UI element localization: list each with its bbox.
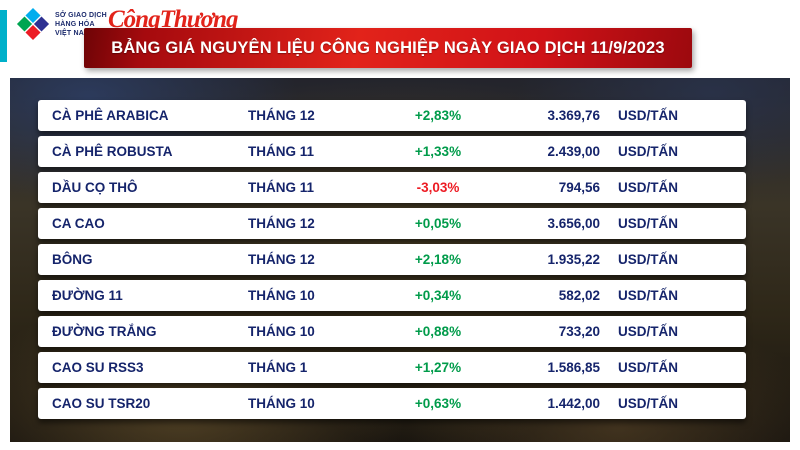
change-percent: +2,83% <box>414 108 462 123</box>
table-row: CAO SU TSR20 THÁNG 10 +0,63% 1.442,00 US… <box>38 388 746 419</box>
table-row: CÀ PHÊ ROBUSTA THÁNG 11 +1,33% 2.439,00 … <box>38 136 746 167</box>
change-percent: +0,05% <box>414 216 462 231</box>
change-percent: +0,88% <box>414 324 462 339</box>
price-value: 1.442,00 <box>547 396 600 411</box>
price-value: 733,20 <box>558 324 600 339</box>
price-value: 794,56 <box>558 180 600 195</box>
change-percent: +0,34% <box>414 288 462 303</box>
commodity-name: CAO SU RSS3 <box>52 360 144 375</box>
price-value: 1.586,85 <box>547 360 600 375</box>
page-title: BẢNG GIÁ NGUYÊN LIỆU CÔNG NGHIỆP NGÀY GI… <box>84 28 692 68</box>
commodity-name: ĐƯỜNG 11 <box>52 288 123 303</box>
price-unit: USD/TẤN <box>618 108 678 123</box>
commodity-name: DẦU CỌ THÔ <box>52 180 138 195</box>
table-row: BÔNG THÁNG 12 +2,18% 1.935,22 USD/TẤN <box>38 244 746 275</box>
edge-accent-bar <box>0 10 7 62</box>
commodity-name: CAO SU TSR20 <box>52 396 151 411</box>
price-unit: USD/TẤN <box>618 144 678 159</box>
mxv-logo-text: SỞ GIAO DỊCH HÀNG HÓA VIỆT NAM <box>55 11 107 38</box>
table-row: ĐƯỜNG TRẮNG THÁNG 10 +0,88% 733,20 USD/T… <box>38 316 746 347</box>
mxv-logo-line2: HÀNG HÓA <box>55 20 95 28</box>
price-table: CÀ PHÊ ARABICA THÁNG 12 +2,83% 3.369,76 … <box>38 100 746 419</box>
commodity-name: ĐƯỜNG TRẮNG <box>52 324 157 339</box>
price-value: 1.935,22 <box>547 252 600 267</box>
contract-month: THÁNG 10 <box>248 324 315 339</box>
change-percent: -3,03% <box>416 180 460 195</box>
commodity-name: CÀ PHÊ ROBUSTA <box>52 144 173 159</box>
contract-month: THÁNG 12 <box>248 252 315 267</box>
contract-month: THÁNG 12 <box>248 108 315 123</box>
mxv-logo: SỞ GIAO DỊCH HÀNG HÓA VIỆT NAM <box>16 7 107 41</box>
price-unit: USD/TẤN <box>618 360 678 375</box>
table-row: DẦU CỌ THÔ THÁNG 11 -3,03% 794,56 USD/TẤ… <box>38 172 746 203</box>
price-value: 3.369,76 <box>547 108 600 123</box>
contract-month: THÁNG 10 <box>248 396 315 411</box>
table-row: ĐƯỜNG 11 THÁNG 10 +0,34% 582,02 USD/TẤN <box>38 280 746 311</box>
commodity-name: CA CAO <box>52 216 105 231</box>
table-row: CA CAO THÁNG 12 +0,05% 3.656,00 USD/TẤN <box>38 208 746 239</box>
change-percent: +2,18% <box>414 252 462 267</box>
change-percent: +1,33% <box>414 144 462 159</box>
price-unit: USD/TẤN <box>618 180 678 195</box>
mxv-logo-line1: SỞ GIAO DỊCH <box>55 11 107 19</box>
contract-month: THÁNG 10 <box>248 288 315 303</box>
change-percent: +0,63% <box>414 396 462 411</box>
commodity-name: BÔNG <box>52 252 93 267</box>
price-unit: USD/TẤN <box>618 288 678 303</box>
contract-month: THÁNG 11 <box>248 144 315 159</box>
table-row: CÀ PHÊ ARABICA THÁNG 12 +2,83% 3.369,76 … <box>38 100 746 131</box>
price-unit: USD/TẤN <box>618 324 678 339</box>
price-value: 2.439,00 <box>547 144 600 159</box>
price-unit: USD/TẤN <box>618 396 678 411</box>
price-unit: USD/TẤN <box>618 252 678 267</box>
commodity-name: CÀ PHÊ ARABICA <box>52 108 169 123</box>
price-value: 582,02 <box>558 288 600 303</box>
change-percent: +1,27% <box>414 360 462 375</box>
mxv-diamond-icon <box>16 7 50 41</box>
table-row: CAO SU RSS3 THÁNG 1 +1,27% 1.586,85 USD/… <box>38 352 746 383</box>
contract-month: THÁNG 1 <box>248 360 308 375</box>
price-unit: USD/TẤN <box>618 216 678 231</box>
contract-month: THÁNG 12 <box>248 216 315 231</box>
price-value: 3.656,00 <box>547 216 600 231</box>
mxv-logo-line3: VIỆT NAM <box>55 29 91 37</box>
contract-month: THÁNG 11 <box>248 180 315 195</box>
